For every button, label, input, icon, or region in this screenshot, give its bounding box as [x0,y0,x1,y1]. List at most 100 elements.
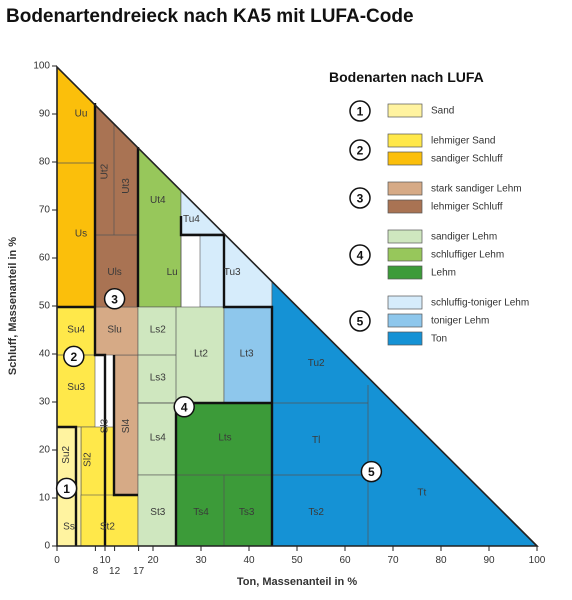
region-label-ut4: Ut4 [150,195,166,206]
region-sandiger-schluff [57,67,96,308]
legend-item-label: sandiger Schluff [431,154,503,165]
x-tick-label: 90 [483,555,495,566]
region-label-tu2: Tu2 [308,358,325,369]
x-tick-label: 30 [195,555,207,566]
x-tick-label: 80 [435,555,447,566]
legend-swatch [387,313,423,328]
legend-item-label: schluffiger Lehm [431,250,504,261]
legend-item-label: lehmiger Sand [431,136,495,147]
region-label-ts4: Ts4 [193,507,209,518]
x-extra-tick-label: 12 [109,566,121,577]
legend-group-circle-2 [349,139,371,161]
region-label-ut2: Ut2 [100,163,111,179]
region-label-ts3: Ts3 [239,507,255,518]
legend-swatch [387,103,423,118]
x-axis-title: Ton, Massenanteil in % [237,576,357,588]
legend-item-label: stark sandiger Lehm [431,184,522,195]
region-label-tu4: Tu4 [183,214,200,225]
x-tick-label: 50 [291,555,303,566]
region-label-ss: Ss [63,521,75,532]
region-tu3-lower [199,234,225,308]
legend-group-circle-1 [349,100,371,122]
region-label-lts: Lts [218,433,231,444]
legend-item-label: Sand [431,106,454,117]
y-tick-label: 80 [39,157,51,168]
x-extra-tick-label: 17 [133,566,145,577]
legend-item-label: lehmiger Schluff [431,202,503,213]
legend-item-label: toniger Lehm [431,316,489,327]
region-label-lt3: Lt3 [240,349,254,360]
region-label-tt: Tt [417,488,426,499]
group-marker-2: 2 [70,350,77,364]
group-marker-circle-5 [360,460,383,483]
legend-swatch [387,265,423,280]
group-marker-5: 5 [368,465,375,479]
region-label-st2: St2 [100,521,115,532]
legend-item-label: schluffig-toniger Lehm [431,298,529,309]
region-label-sl4: Sl4 [121,418,132,433]
y-tick-label: 70 [39,205,51,216]
legend-item-label: Ton [431,334,447,345]
legend-swatch [387,181,423,196]
region-label-ls2: Ls2 [150,325,167,336]
legend-swatch [387,133,423,148]
region-label-uls: Uls [107,267,121,278]
x-extra-tick-label: 8 [93,566,99,577]
region-label-ut3: Ut3 [121,178,132,194]
legend-swatch [387,229,423,244]
region-label-ts2: Ts2 [308,507,324,518]
region-label-sl3: Sl3 [100,418,111,433]
region-label-su3: Su3 [67,382,85,393]
region-label-slu: Slu [107,325,121,336]
y-tick-label: 0 [44,541,50,552]
page-title: Bodenartendreieck nach KA5 mit LUFA-Code [6,6,414,27]
legend-group-number: 2 [357,144,364,158]
legend-item-label: Lehm [431,268,456,279]
legend-swatch [387,151,423,166]
region-slu [94,306,139,356]
y-tick-label: 100 [33,61,50,72]
region-label-lu: Lu [167,267,178,278]
region-label-tu3: Tu3 [224,267,241,278]
group-marker-4: 4 [181,400,188,414]
legend-swatch [387,247,423,262]
x-tick-label: 0 [54,555,60,566]
group-marker-circle-4 [173,396,195,418]
group-marker-circle-3 [103,288,126,310]
region-label-lt2: Lt2 [194,349,208,360]
x-tick-label: 10 [99,555,111,566]
region-lt3 [223,306,273,404]
group-marker-3: 3 [111,292,118,306]
y-tick-label: 30 [39,397,51,408]
legend-item-label: sandiger Lehm [431,232,497,243]
region-label-us: Us [75,229,87,240]
region-label-ls4: Ls4 [150,433,167,444]
group-marker-circle-1 [55,477,78,500]
y-tick-label: 60 [39,253,51,264]
region-label-su4: Su4 [67,325,85,336]
x-tick-label: 40 [243,555,255,566]
region-label-su2: Su2 [61,445,72,463]
region-label-tl: Tl [312,435,320,446]
x-tick-label: 60 [339,555,351,566]
legend-group-number: 3 [357,192,364,206]
region-label-st3: St3 [150,507,165,518]
legend-group-circle-5 [349,310,371,332]
region-label-sl2: Sl2 [83,452,94,467]
y-tick-label: 10 [39,493,51,504]
y-tick-label: 40 [39,349,51,360]
x-tick-label: 70 [387,555,399,566]
legend-group-circle-4 [349,244,371,266]
region-label-ls3: Ls3 [150,373,167,384]
legend-swatch [387,199,423,214]
group-marker-circle-2 [63,345,85,368]
region-tu4 [180,67,225,235]
x-tick-label: 100 [529,555,546,566]
x-tick-label: 20 [147,555,159,566]
legend-group-number: 5 [357,315,364,329]
y-tick-label: 20 [39,445,51,456]
legend-group-circle-3 [349,187,371,209]
legend-swatch [387,295,423,310]
region-st2 [80,494,139,546]
